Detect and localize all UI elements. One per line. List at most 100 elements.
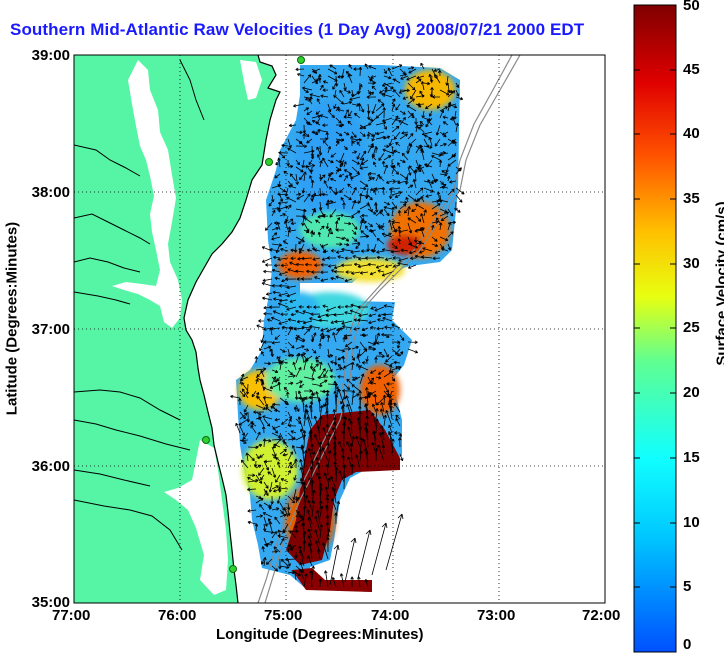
velocity-arrow xyxy=(407,264,417,269)
velocity-arrow xyxy=(287,495,295,504)
velocity-arrow xyxy=(295,262,305,267)
velocity-arrow xyxy=(316,461,321,476)
velocity-arrow xyxy=(293,406,298,413)
velocity-arrow xyxy=(455,194,463,203)
velocity-arrow xyxy=(367,89,371,95)
velocity-arrow xyxy=(315,355,321,360)
velocity-arrow xyxy=(278,271,289,276)
velocity-arrow xyxy=(407,110,415,119)
velocity-arrow xyxy=(383,135,391,140)
velocity-arrow xyxy=(430,87,434,97)
velocity-arrow xyxy=(276,495,281,504)
velocity-arrow xyxy=(319,84,324,91)
velocity-arrow xyxy=(447,231,454,238)
velocity-arrow xyxy=(407,184,414,189)
velocity-arrow xyxy=(415,123,424,128)
velocity-arrow xyxy=(312,257,321,261)
velocity-arrow xyxy=(447,159,457,167)
velocity-arrow xyxy=(350,576,354,588)
velocity-arrow xyxy=(355,435,361,448)
velocity-arrow xyxy=(271,565,279,572)
velocity-arrow xyxy=(395,348,401,355)
velocity-arrow xyxy=(392,78,401,84)
velocity-arrow xyxy=(341,263,353,268)
velocity-arrow xyxy=(253,410,265,414)
velocity-arrow xyxy=(428,110,433,117)
velocity-arrow xyxy=(279,530,286,534)
velocity-arrow xyxy=(408,250,417,255)
velocity-arrow xyxy=(270,406,281,413)
velocity-arrow xyxy=(372,430,377,448)
velocity-arrow xyxy=(381,333,393,337)
velocity-arrow xyxy=(261,351,265,357)
velocity-arrow xyxy=(387,67,393,77)
velocity-arrow xyxy=(351,389,356,406)
velocity-arrow xyxy=(356,363,361,371)
velocity-arrow xyxy=(279,361,283,371)
velocity-arrow xyxy=(438,159,443,168)
velocity-arrow xyxy=(339,159,345,168)
velocity-arrow xyxy=(295,173,299,185)
velocity-arrow xyxy=(319,505,324,518)
velocity-arrow xyxy=(376,341,385,345)
velocity-arrow xyxy=(299,243,305,254)
velocity-arrow xyxy=(320,263,329,267)
velocity-arrow xyxy=(273,443,281,448)
velocity-arrow xyxy=(311,130,321,134)
velocity-arrow xyxy=(293,570,297,581)
velocity-arrow xyxy=(356,355,361,364)
velocity-arrow xyxy=(303,404,308,420)
colorbar-tick-label: 45 xyxy=(683,61,700,78)
velocity-arrow xyxy=(380,401,385,413)
velocity-arrow xyxy=(343,82,347,91)
velocity-arrow xyxy=(286,509,291,517)
velocity-arrow xyxy=(434,138,441,147)
velocity-arrow xyxy=(263,530,274,534)
velocity-arrow xyxy=(374,356,378,363)
velocity-arrow xyxy=(405,196,409,203)
velocity-arrow xyxy=(310,443,314,455)
velocity-arrow xyxy=(247,487,257,492)
velocity-arrow xyxy=(306,416,313,434)
velocity-arrow xyxy=(311,207,316,217)
velocity-arrow xyxy=(343,169,353,175)
velocity-arrow xyxy=(415,103,422,108)
velocity-arrow xyxy=(369,187,377,191)
velocity-arrow xyxy=(447,90,456,98)
velocity-arrow xyxy=(287,326,293,336)
velocity-arrow xyxy=(329,544,340,586)
velocity-arrow xyxy=(359,348,368,357)
velocity-arrow xyxy=(333,380,337,392)
colorbar-tick-label: 5 xyxy=(683,578,692,595)
velocity-arrow xyxy=(296,194,305,200)
y-axis-label: Latitude (Degrees:Minutes) xyxy=(3,221,21,416)
velocity-arrow xyxy=(368,65,377,70)
velocity-arrow xyxy=(268,201,273,207)
velocity-arrow xyxy=(344,334,353,338)
velocity-arrow xyxy=(375,376,382,380)
velocity-arrow xyxy=(398,120,409,126)
velocity-arrow xyxy=(370,229,377,238)
velocity-arrow xyxy=(318,343,322,350)
velocity-arrow xyxy=(330,360,337,364)
velocity-arrow xyxy=(367,222,373,228)
velocity-arrow xyxy=(399,133,408,140)
velocity-arrow xyxy=(287,469,291,476)
velocity-arrow xyxy=(335,140,340,147)
velocity-arrow xyxy=(335,117,342,124)
velocity-arrow xyxy=(278,298,289,303)
velocity-arrow xyxy=(256,324,265,329)
velocity-arrow xyxy=(373,161,377,168)
velocity-arrow xyxy=(272,290,281,295)
velocity-arrow xyxy=(377,444,385,462)
velocity-arrow xyxy=(343,161,347,168)
velocity-arrow xyxy=(344,341,353,348)
velocity-arrow xyxy=(383,86,388,98)
velocity-arrow xyxy=(311,500,316,518)
velocity-arrow xyxy=(255,404,266,410)
velocity-arrow xyxy=(303,348,310,352)
velocity-arrow xyxy=(326,256,336,260)
velocity-arrow xyxy=(307,535,313,546)
velocity-arrow xyxy=(367,262,377,267)
velocity-arrow xyxy=(268,502,273,510)
